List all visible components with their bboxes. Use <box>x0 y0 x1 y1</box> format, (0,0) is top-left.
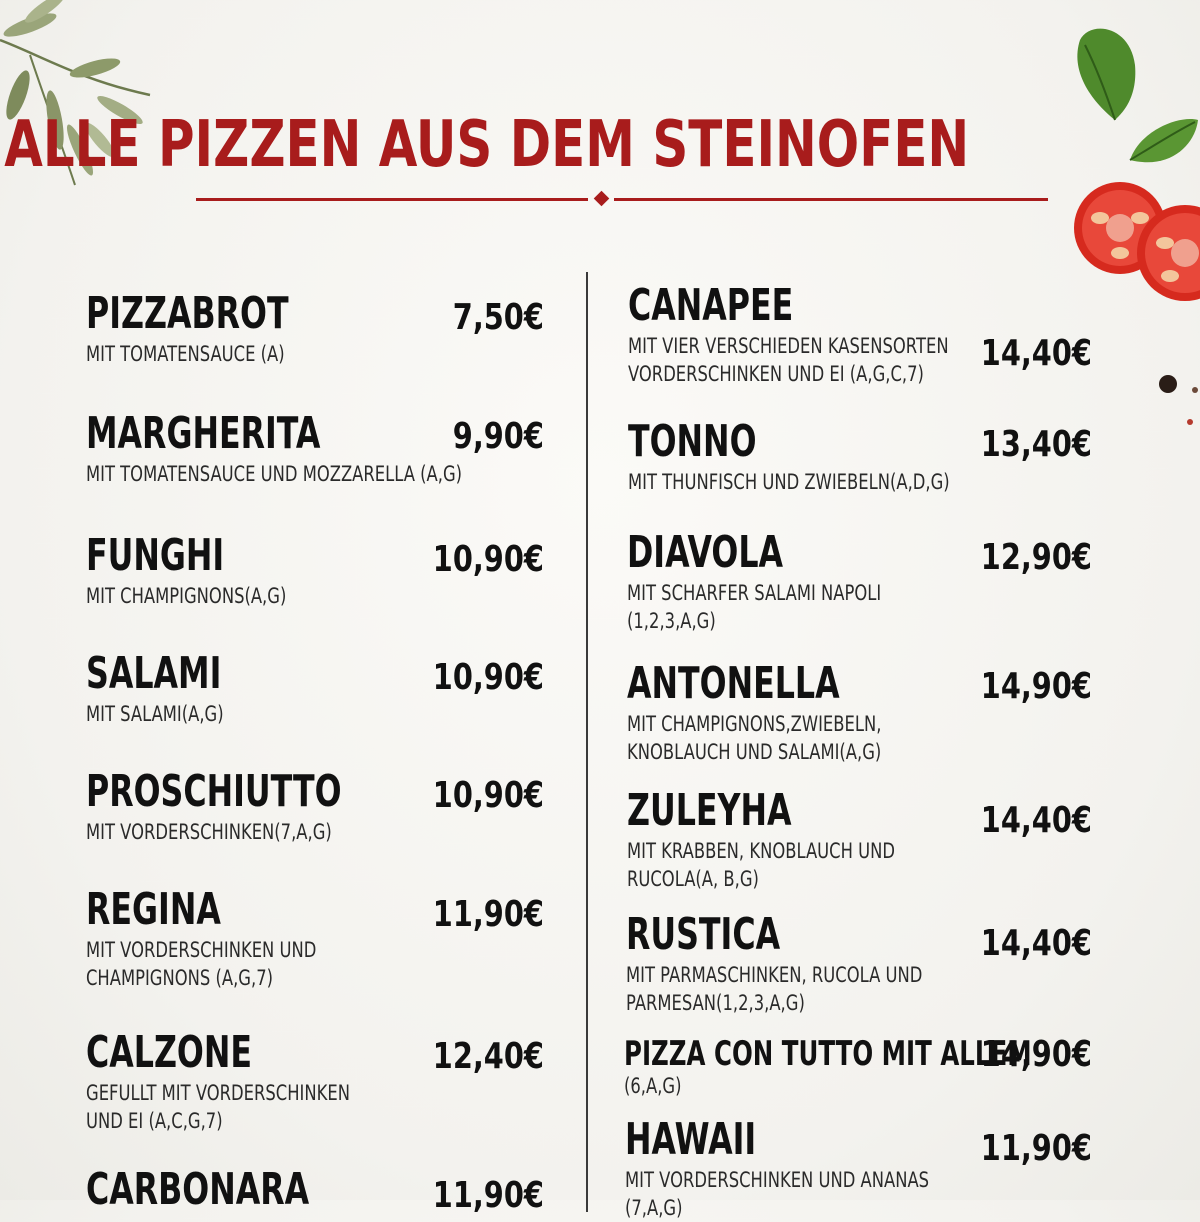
item-name: CANAPEE <box>628 280 794 331</box>
item-name: CALZONE <box>86 1027 253 1078</box>
item-name: TONNO <box>628 416 757 467</box>
item-name: RUSTICA <box>626 909 781 960</box>
menu-item: FUNGHI MIT CHAMPIGNONS(A,G) <box>86 534 343 610</box>
menu-item: SALAMI MIT SALAMI(A,G) <box>86 652 274 728</box>
item-name: ANTONELLA <box>627 658 840 709</box>
item-description: UND EI (A,C,G,7) <box>86 1109 223 1133</box>
item-description: MIT KRABBEN, KNOBLAUCH UND <box>627 839 895 863</box>
olive-branch-icon <box>0 0 151 186</box>
item-description: MIT SCHARFER SALAMI NAPOLI <box>627 581 882 605</box>
menu-item: REGINA MIT VORDERSCHINKEN UND CHAMPIGNON… <box>86 888 381 992</box>
column-divider <box>586 272 588 1212</box>
menu-item: PROSCHIUTTO MIT VORDERSCHINKEN(7,A,G) <box>86 770 441 846</box>
menu-item: MARGHERITA MIT TOMATENSAUCE UND MOZZAREL… <box>86 412 568 488</box>
item-description: MIT VORDERSCHINKEN UND ANANAS <box>625 1168 930 1192</box>
item-description: MIT PARMASCHINKEN, RUCOLA UND <box>626 963 923 987</box>
menu-item: PIZZA CON TUTTO MIT ALLEM (6,A,G) <box>624 1036 1190 1100</box>
title-underline-right <box>614 198 1048 201</box>
item-price: 10,90€ <box>432 775 544 816</box>
item-name: MARGHERITA <box>86 408 321 459</box>
title-diamond-ornament <box>593 190 610 207</box>
item-description: (7,A,G) <box>625 1196 683 1220</box>
item-price: 12,40€ <box>432 1036 544 1077</box>
item-price: 11,90€ <box>432 894 544 935</box>
item-description: KNOBLAUCH UND SALAMI(A,G) <box>627 740 882 764</box>
item-price: 14,90€ <box>980 666 1092 707</box>
menu-item: CARBONARA <box>86 1168 396 1212</box>
item-description: MIT CHAMPIGNONS(A,G) <box>86 584 287 608</box>
item-description: (1,2,3,A,G) <box>627 609 716 633</box>
item-price: 7,50€ <box>452 297 544 338</box>
item-name: DIAVOLA <box>627 527 784 578</box>
item-price: 14,40€ <box>980 333 1092 374</box>
item-description: MIT SALAMI(A,G) <box>86 702 224 726</box>
menu-item: CANAPEE MIT VIER VERSCHIEDEN KASENSORTEN… <box>628 284 1039 388</box>
item-description: MIT TOMATENSAUCE (A) <box>86 342 285 366</box>
item-description: MIT VORDERSCHINKEN UND <box>86 938 317 962</box>
item-price: 12,90€ <box>980 537 1092 578</box>
menu-item: RUSTICA MIT PARMASCHINKEN, RUCOLA UND PA… <box>626 913 1006 1017</box>
menu-item: TONNO MIT THUNFISCH UND ZWIEBELN(A,D,G) <box>628 420 1040 496</box>
item-description: MIT THUNFISCH UND ZWIEBELN(A,D,G) <box>628 470 950 494</box>
item-price: 11,90€ <box>432 1175 544 1216</box>
item-name: FUNGHI <box>86 530 225 581</box>
item-description: CHAMPIGNONS (A,G,7) <box>86 966 274 990</box>
item-name: CARBONARA <box>86 1164 310 1215</box>
tomato-icon <box>1074 182 1200 301</box>
item-name: REGINA <box>86 884 221 935</box>
basil-leaf-icon <box>1077 28 1198 163</box>
item-description: PARMESAN(1,2,3,A,G) <box>626 991 805 1015</box>
peppercorn-icon <box>1159 375 1198 425</box>
menu-item: CALZONE GEFULLT MIT VORDERSCHINKEN UND E… <box>86 1031 424 1135</box>
item-description: GEFULLT MIT VORDERSCHINKEN <box>86 1081 350 1105</box>
item-description: (6,A,G) <box>624 1074 682 1098</box>
item-price: 11,90€ <box>980 1128 1092 1169</box>
item-price: 14,40€ <box>980 923 1092 964</box>
item-description: MIT VORDERSCHINKEN(7,A,G) <box>86 820 332 844</box>
page-title: ALLE PIZZEN AUS DEM STEINOFEN <box>4 108 970 182</box>
item-price: 13,40€ <box>980 424 1092 465</box>
item-price: 14,90€ <box>980 1034 1092 1075</box>
item-description: MIT TOMATENSAUCE UND MOZZARELLA (A,G) <box>86 462 463 486</box>
item-description: MIT CHAMPIGNONS,ZWIEBELN, <box>627 712 882 736</box>
item-price: 14,40€ <box>980 800 1092 841</box>
item-price: 10,90€ <box>432 539 544 580</box>
menu-item: DIAVOLA MIT SCHARFER SALAMI NAPOLI (1,2,… <box>627 531 953 635</box>
title-underline-left <box>196 198 588 201</box>
item-name: HAWAII <box>625 1114 757 1165</box>
menu-item: PIZZABROT MIT TOMATENSAUCE (A) <box>86 292 367 368</box>
item-name: PIZZABROT <box>86 288 289 339</box>
item-price: 10,90€ <box>432 657 544 698</box>
item-name: SALAMI <box>86 648 222 699</box>
menu-item: HAWAII MIT VORDERSCHINKEN UND ANANAS (7,… <box>625 1118 1015 1222</box>
item-description: VORDERSCHINKEN UND EI (A,G,C,7) <box>628 362 924 386</box>
item-description: MIT VIER VERSCHIEDEN KASENSORTEN <box>628 334 949 358</box>
item-name: PIZZA CON TUTTO MIT ALLEM <box>624 1034 1032 1074</box>
item-price: 9,90€ <box>452 416 544 457</box>
item-name: PROSCHIUTTO <box>86 766 342 817</box>
menu-item: ZULEYHA MIT KRABBEN, KNOBLAUCH UND RUCOL… <box>627 789 971 893</box>
item-description: RUCOLA(A, B,G) <box>627 867 759 891</box>
item-name: ZULEYHA <box>627 785 792 836</box>
menu-item: ANTONELLA MIT CHAMPIGNONS,ZWIEBELN, KNOB… <box>627 662 953 766</box>
